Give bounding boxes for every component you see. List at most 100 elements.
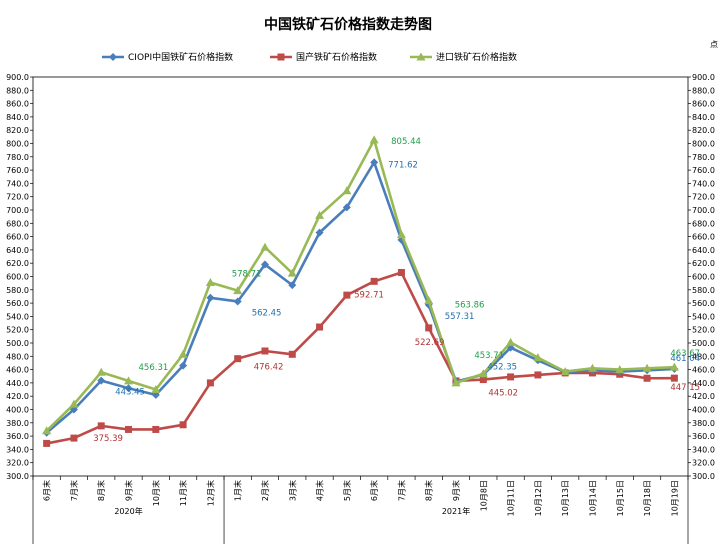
y-tick-label-right: 880.0 [692,86,715,95]
data-label: 375.39 [93,434,123,444]
x-tick-label: 4月末 [315,480,325,501]
data-point-diamond [97,376,106,385]
data-point-square [316,323,324,331]
data-point-triangle [315,210,325,219]
data-point-triangle [451,378,461,387]
x-tick-label: 7月末 [396,480,406,501]
data-point-square [70,434,78,442]
y-tick-label-left: 560.0 [6,299,29,308]
y-tick-label-right: 900.0 [692,73,715,82]
data-point-triangle [151,385,161,394]
y-tick-label-left: 460.0 [6,366,29,375]
x-tick-label: 3月末 [287,480,297,501]
y-tick-label-left: 760.0 [6,166,29,175]
data-label: 805.44 [391,137,421,147]
data-point-square [643,374,651,382]
y-tick-label-right: 800.0 [692,140,715,149]
data-label: 456.31 [139,363,169,373]
data-point-triangle [396,230,406,239]
y-tick-label-right: 360.0 [692,432,715,441]
y-tick-label-left: 320.0 [6,459,29,468]
y-tick-label-right: 420.0 [692,392,715,401]
y-tick-label-right: 400.0 [692,406,715,415]
data-point-diamond [288,281,297,290]
data-label: 445.02 [488,389,518,399]
data-label: 578.71 [232,270,262,280]
legend-item: CIOPI中国铁矿石价格指数 [102,51,233,63]
x-tick-label: 10月15日 [616,480,625,516]
y-tick-label-left: 820.0 [6,126,29,135]
y-tick-label-left: 580.0 [6,286,29,295]
y-tick-label-left: 740.0 [6,179,29,188]
y-tick-label-left: 640.0 [6,246,29,255]
y-tick-label-right: 660.0 [692,233,715,242]
legend-label: CIOPI中国铁矿石价格指数 [128,51,233,63]
y-tick-label-left: 480.0 [6,352,29,361]
y-tick-label-left: 540.0 [6,312,29,321]
data-point-square [534,371,542,379]
x-group-label: 2021年 [442,506,470,516]
data-point-triangle [124,376,134,385]
data-point-square [397,269,405,277]
data-label: 592.71 [354,290,384,300]
x-tick-label: 5月末 [342,480,352,501]
y-tick-label-left: 420.0 [6,392,29,401]
y-tick-label-right: 380.0 [692,419,715,428]
y-tick-label-left: 880.0 [6,86,29,95]
data-point-triangle [205,277,215,286]
y-tick-label-right: 760.0 [692,166,715,175]
y-tick-label-left: 800.0 [6,140,29,149]
data-label: 447.15 [670,383,700,393]
y-tick-label-right: 720.0 [692,193,715,202]
data-point-square [43,439,51,447]
data-label: 476.42 [254,363,284,373]
data-point-triangle [233,286,243,295]
y-tick-label-left: 680.0 [6,219,29,228]
y-tick-label-right: 460.0 [692,366,715,375]
series-line [45,138,675,432]
chart-title: 中国铁矿石价格指数走势图 [264,16,432,33]
y-tick-label-left: 440.0 [6,379,29,388]
y-tick-label-right: 860.0 [692,100,715,109]
y-tick-label-right: 600.0 [692,273,715,282]
y-tick-label-right: 340.0 [692,445,715,454]
axes: 300.0 300.0 320.0 320.0 340.0 340.0 360.0 360.0… [6,73,715,544]
data-point-square [125,425,133,433]
x-tick-label: 10月8日 [479,480,488,511]
y-tick-label-right: 780.0 [692,153,715,162]
y-tick-label-right: 840.0 [692,113,715,122]
data-label: 463.67 [670,349,700,359]
y-tick-label-right: 300.0 [692,472,715,481]
data-point-square [97,422,105,430]
data-point-triangle [369,135,379,144]
data-point-square [179,421,187,429]
y-tick-label-left: 700.0 [6,206,29,215]
data-label: 771.62 [388,160,418,170]
data-label: 453.71 [474,351,504,361]
x-tick-label: 1月末 [233,480,243,501]
data-point-triangle [560,367,570,376]
x-tick-label: 2月末 [260,480,270,501]
data-point-square [425,324,433,332]
data-point-diamond [315,228,324,237]
data-point-triangle [342,186,352,195]
data-point-triangle [42,426,52,435]
y-tick-label-left: 500.0 [6,339,29,348]
y-unit-label: 点 [710,40,718,49]
y-tick-label-right: 700.0 [692,206,715,215]
data-point-diamond [109,53,117,61]
data-point-square [206,379,214,387]
x-tick-label: 8月末 [96,480,106,501]
data-point-square [288,350,296,358]
data-point-square [234,355,242,363]
data-label: 443.45 [115,388,145,398]
data-point-triangle [506,337,516,346]
y-tick-label-left: 400.0 [6,406,29,415]
x-tick-label: 10月12日 [534,480,543,516]
data-point-square [370,277,378,285]
data-label: 461.04 [670,354,700,364]
x-tick-label: 6月末 [369,480,379,501]
data-point-triangle [533,353,543,362]
x-tick-label: 10月13日 [561,480,570,516]
x-tick-label: 6月末 [42,480,52,501]
